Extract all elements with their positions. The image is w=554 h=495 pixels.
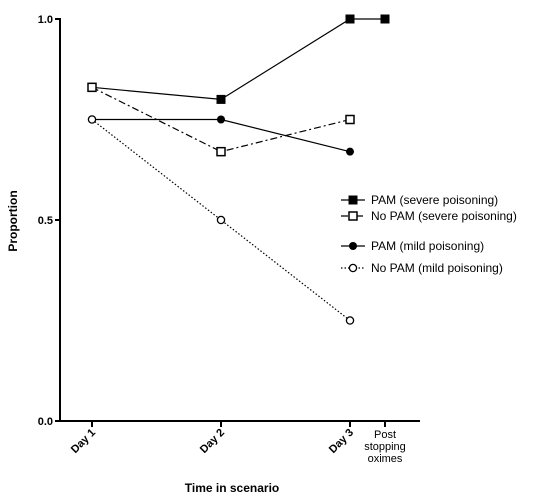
legend-item-no-pam-severe-poisoning: No PAM (severe poisoning) [341, 209, 517, 223]
legend-item-no-pam-mild-poisoning: No PAM (mild poisoning) [341, 261, 503, 275]
y-tick-label: 1.0 [38, 14, 53, 26]
legend-item-pam-mild-poisoning: PAM (mild poisoning) [341, 239, 484, 253]
legend-marker [349, 242, 357, 250]
x-tick-label: Day 2 [198, 427, 227, 456]
data-point [216, 215, 226, 225]
legend-item-pam-severe-poisoning: PAM (severe poisoning) [341, 193, 498, 207]
x-tick-label-line: oximes [368, 453, 403, 465]
data-point [87, 115, 97, 124]
data-point [346, 147, 354, 156]
legend-label: PAM (mild poisoning) [371, 239, 484, 253]
data-point [345, 14, 355, 24]
data-point [87, 82, 97, 93]
data-point [216, 146, 226, 157]
axes: 0.0 0.5 1.0 Day 1 Day 2 Day 3 Post stopping oxim… [38, 14, 420, 465]
x-tick-label: Post stopping oximes [364, 429, 406, 465]
legend: PAM (severe poisoning) No PAM (severe poi… [341, 193, 517, 275]
series-line [91, 86, 351, 153]
data-point [345, 114, 355, 125]
series-pam-severe-poisoning [87, 14, 390, 104]
legend-marker [348, 211, 358, 221]
data-point [217, 115, 225, 124]
data-point [380, 14, 390, 24]
legend-label: PAM (severe poisoning) [371, 193, 498, 207]
legend-marker [348, 263, 358, 273]
legend-label: No PAM (severe poisoning) [371, 209, 517, 223]
x-tick-label-line: stopping [364, 441, 406, 453]
series-line [92, 118, 351, 153]
series-no-pam-mild-poisoning [87, 115, 355, 325]
y-axis-title: Proportion [6, 190, 20, 251]
data-point [216, 94, 226, 104]
legend-marker [348, 195, 358, 205]
x-tick-label: Day 3 [327, 427, 356, 456]
x-tick-label: Day 1 [69, 427, 98, 456]
y-tick-label: 0.5 [38, 215, 53, 227]
series-line [91, 18, 385, 101]
series-no-pam-severe-poisoning [87, 82, 355, 157]
x-axis-title: Time in scenario [185, 481, 279, 495]
legend-label: No PAM (mild poisoning) [371, 261, 503, 275]
data-point [345, 316, 355, 325]
x-tick-label-line: Post [374, 429, 396, 441]
y-tick-label: 0.0 [38, 416, 53, 428]
series-layer [87, 14, 390, 325]
